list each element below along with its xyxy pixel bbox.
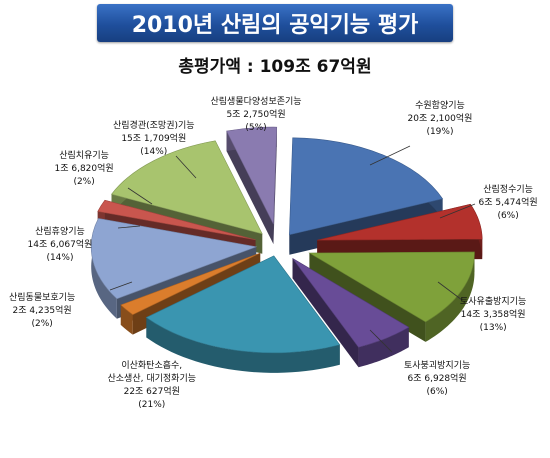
slice-name: 산림경관(조망권)기능 (113, 121, 195, 131)
slice-name: 이산화탄소흡수, (121, 361, 183, 371)
slice-amount: 6조 6,928억원 (407, 374, 467, 384)
slice-name: 산림동물보호기능 (9, 293, 76, 303)
slice-side (146, 317, 340, 373)
slice-label: 산림경관(조망권)기능 15조 1,709억원 (14%) (113, 120, 195, 159)
slice-percent: (2%) (73, 177, 95, 187)
chart-title: 2010년 산림의 공익기능 평가 (131, 13, 419, 38)
slice-top (308, 251, 475, 323)
chart-subtitle: 총평가액 : 109조 67억원 (178, 57, 372, 77)
slice-amount: 1조 6,820억원 (54, 164, 114, 174)
slice-percent: (5%) (245, 123, 267, 133)
slice-top (90, 218, 258, 300)
slice-amount: 6조 5,474억원 (478, 198, 538, 208)
slice-top (226, 126, 278, 225)
slice-amount: 14조 3,358억원 (460, 310, 526, 320)
slice-percent: (6%) (497, 211, 519, 221)
slice-side (91, 218, 117, 319)
slice-top (292, 258, 410, 348)
slice-label: 토사붕괴방지기능 6조 6,928억원 (6%) (404, 360, 470, 399)
leader-line (369, 145, 411, 166)
slice-top (120, 252, 261, 315)
leader-line (439, 203, 476, 219)
slice-10 (226, 126, 278, 245)
slice-wall (226, 131, 274, 245)
slice-top (111, 140, 263, 235)
slice-4 (292, 258, 410, 368)
slice-label: 산림생물다양성보존기능 5조 2,750억원 (5%) (211, 96, 302, 135)
slice-label: 수원함양기능 20조 2,100억원 (19%) (408, 100, 473, 139)
slice-name: 산림치유기능 (59, 151, 109, 161)
title-banner: 2010년 산림의 공익기능 평가 (97, 4, 453, 42)
slice-side (120, 304, 133, 335)
leader-line (109, 281, 133, 291)
slice-percent: (13%) (479, 323, 507, 333)
slice-label: 산림정수기능 6조 5,474억원 (6%) (479, 184, 538, 223)
slice-percent: (19%) (426, 127, 454, 137)
slice-amount: 14조 6,067억원 (27, 240, 93, 250)
slice-amount: 20조 2,100억원 (407, 114, 473, 124)
slice-amount: 22조 627억원 (123, 387, 180, 397)
slice-percent: (14%) (140, 147, 168, 157)
leader-line (437, 281, 463, 301)
slice-name: 산림휴양기능 (35, 227, 85, 237)
slice-label: 이산화탄소흡수, 산소생산, 대기정화기능 22조 627억원 (21%) (108, 360, 197, 412)
leader-line (127, 187, 153, 205)
slice-name: 산림정수기능 (483, 185, 533, 195)
leader-line (369, 329, 393, 353)
slice-wall (120, 253, 261, 325)
slice-name: 수원함양기능 (415, 101, 465, 111)
slice-name: 산소생산, 대기정화기능 (107, 374, 197, 384)
slice-amount: 15조 1,709억원 (121, 134, 187, 144)
slice-percent: (2%) (31, 319, 53, 329)
leader-line (117, 225, 141, 229)
slice-name: 토사유출방지기능 (460, 297, 527, 307)
slice-label: 토사유출방지기능 14조 3,358억원 (13%) (460, 296, 526, 335)
slice-amount: 5조 2,750억원 (226, 110, 286, 120)
slice-percent: (6%) (426, 387, 448, 397)
slice-name: 산림생물다양성보존기능 (210, 97, 302, 107)
slice-label: 산림치유기능 1조 6,820억원 (2%) (55, 150, 114, 189)
slice-name: 토사붕괴방지기능 (404, 361, 471, 371)
leader-line (175, 155, 197, 179)
slice-amount: 2조 4,235억원 (12, 306, 72, 316)
slice-side (425, 251, 475, 342)
slice-5 (145, 255, 341, 373)
slice-top (317, 203, 483, 241)
slice-top (145, 255, 341, 354)
slice-label: 산림동물보호기능 2조 4,235억원 (2%) (9, 292, 75, 331)
slice-side (358, 327, 409, 368)
slice-label: 산림휴양기능 14조 6,067억원 (14%) (28, 226, 93, 265)
slice-top (97, 199, 256, 241)
slice-percent: (14%) (46, 253, 74, 263)
slice-top (289, 137, 444, 236)
slice-wall (292, 258, 359, 368)
slice-percent: (21%) (138, 400, 166, 410)
